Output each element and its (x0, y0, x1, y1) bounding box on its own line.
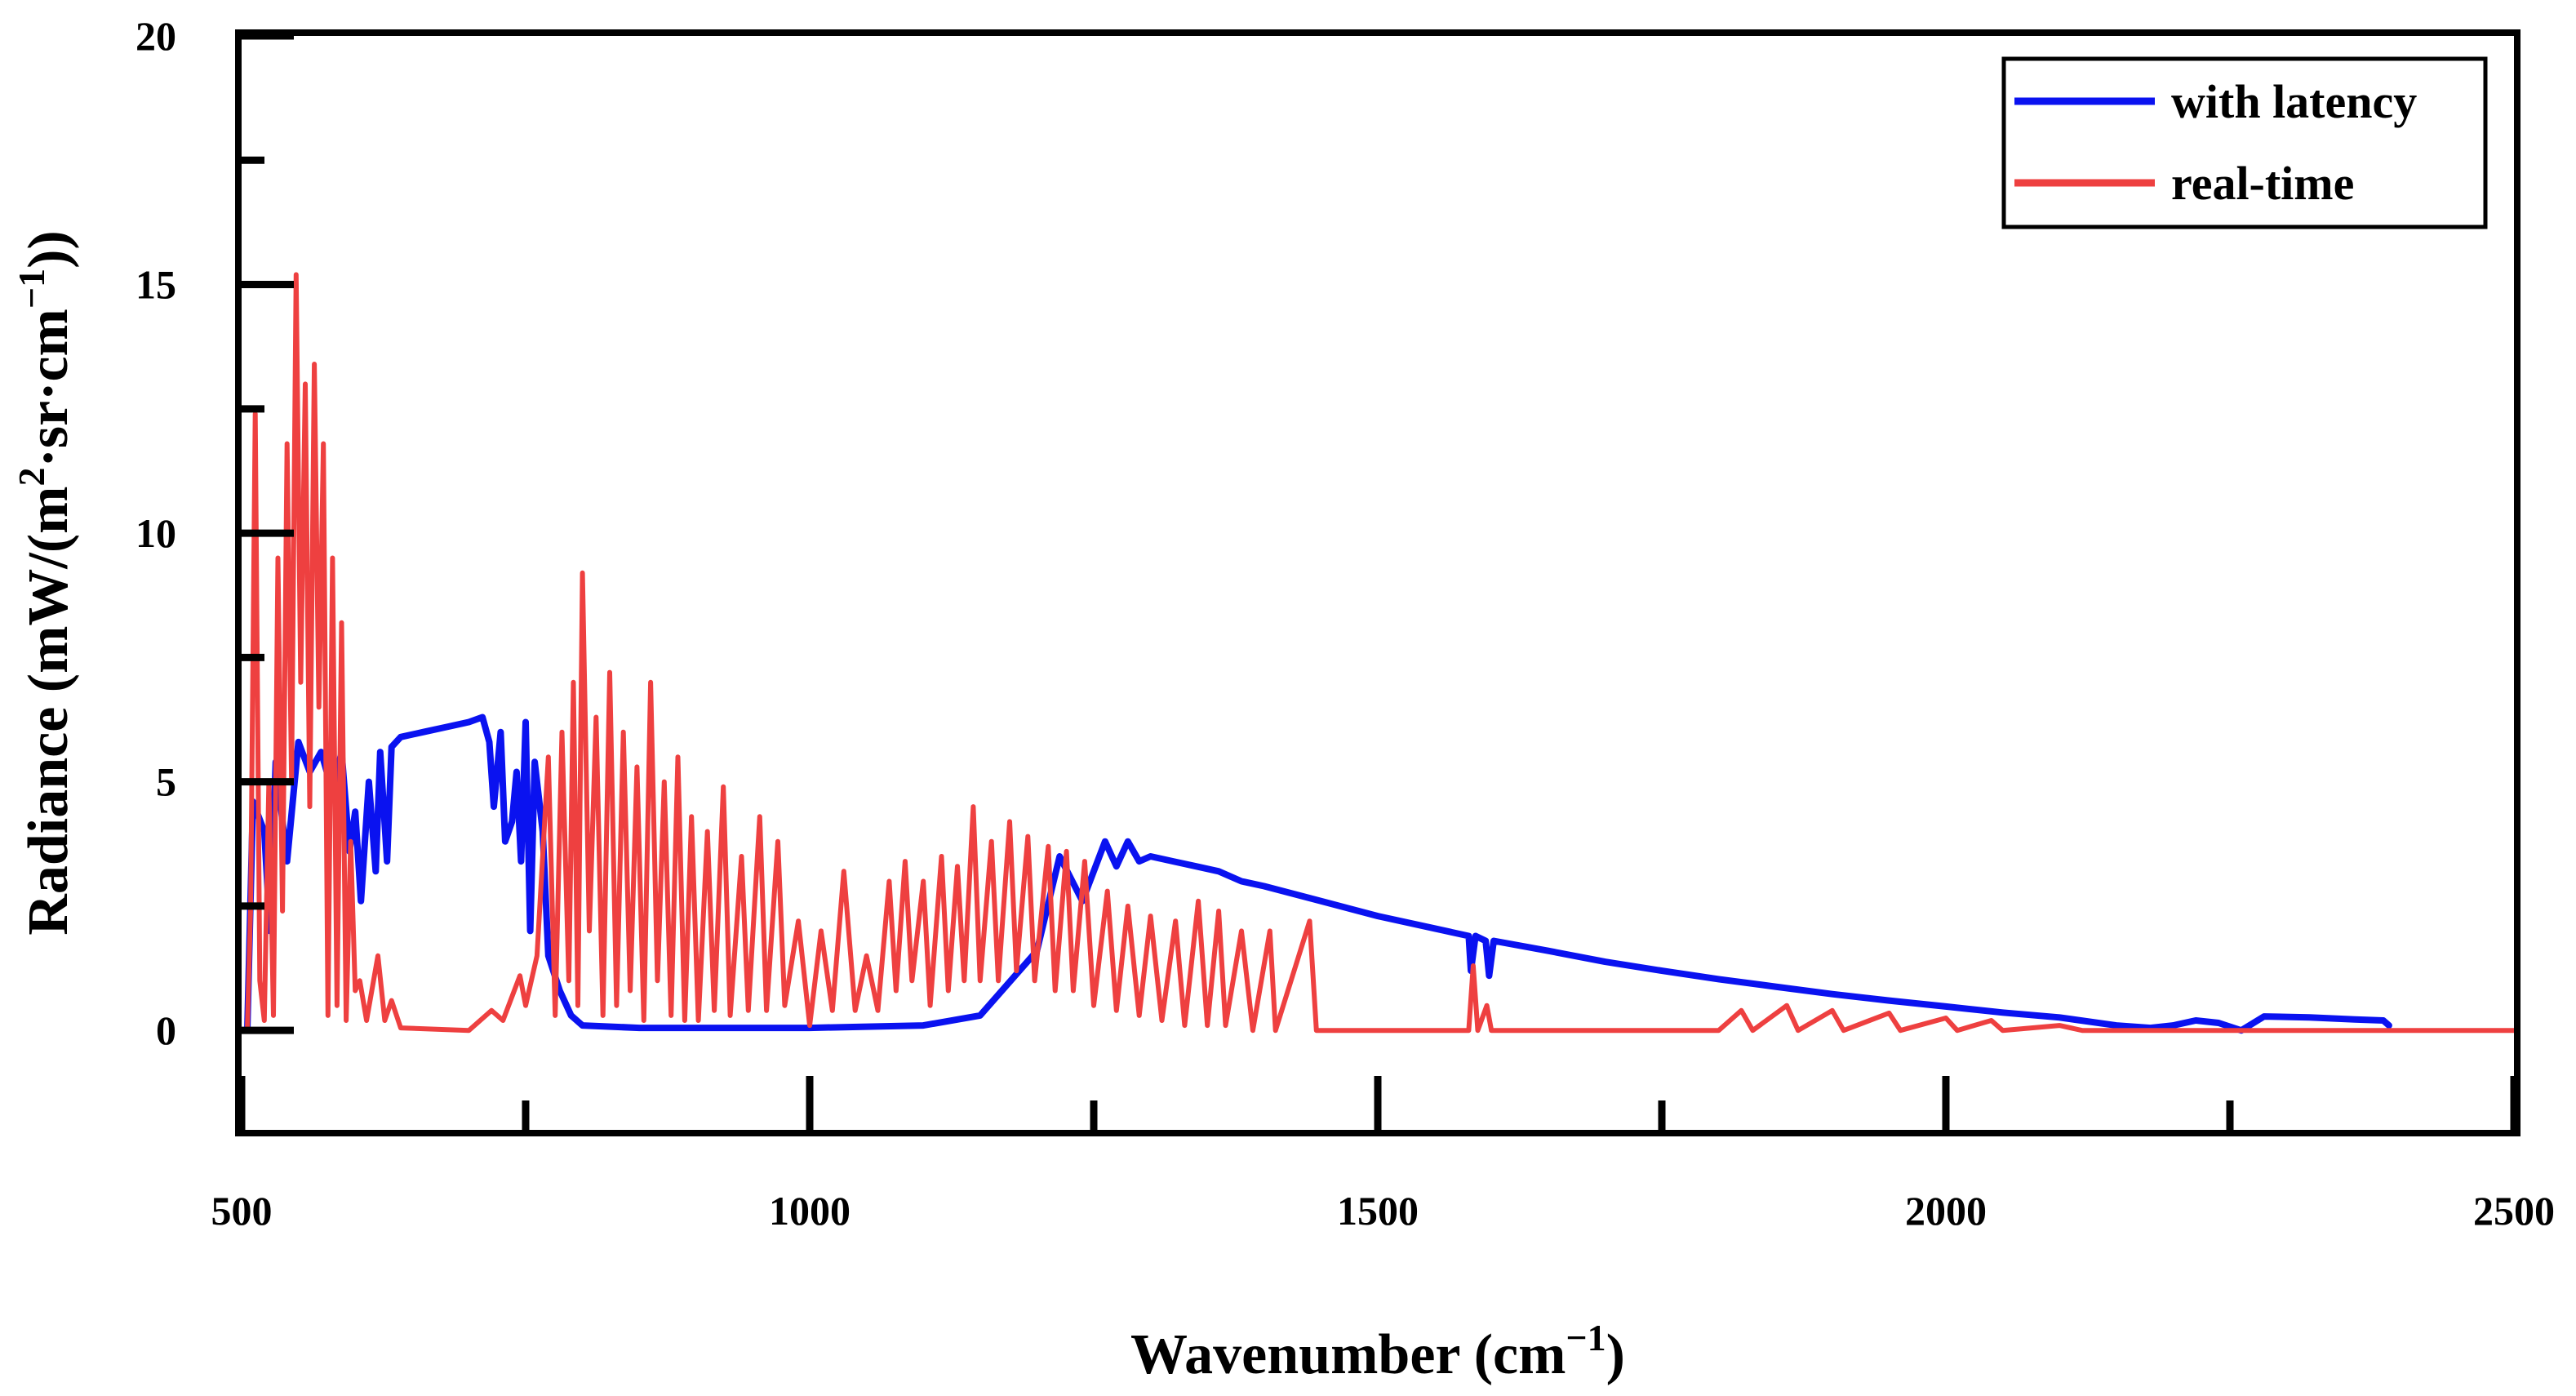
series-layer (244, 272, 2514, 1034)
y-tick-label: 10 (135, 510, 176, 556)
legend-box (2001, 56, 2488, 229)
legend: with latency real-time (2001, 56, 2488, 229)
ticks-layer (238, 32, 2518, 1130)
plot-frame (235, 29, 2520, 1136)
legend-label-real-time: real-time (2171, 157, 2354, 210)
x-tick-label: 2500 (2473, 1188, 2555, 1234)
series-line-real-time (245, 272, 2514, 1034)
x-tick-label: 500 (211, 1188, 273, 1234)
tick-labels-layer: 500 1000 1500 2000 2500 0 5 10 15 20 (135, 13, 2555, 1234)
y-tick-label: 15 (135, 262, 176, 308)
y-tick-label: 0 (156, 1007, 176, 1053)
legend-label-with-latency: with latency (2171, 75, 2417, 128)
x-tick-label: 2000 (1905, 1188, 1987, 1234)
x-tick-label: 1500 (1337, 1188, 1419, 1234)
y-axis-title: Radiance (mW/(m2·sr·cm−1)) (11, 230, 80, 935)
x-tick-label: 1000 (769, 1188, 851, 1234)
y-tick-label: 20 (135, 13, 176, 59)
x-axis-title: Wavenumber (cm−1) (1130, 1317, 1625, 1386)
y-tick-label: 5 (156, 759, 176, 805)
series-line-with-latency (244, 714, 2392, 1034)
